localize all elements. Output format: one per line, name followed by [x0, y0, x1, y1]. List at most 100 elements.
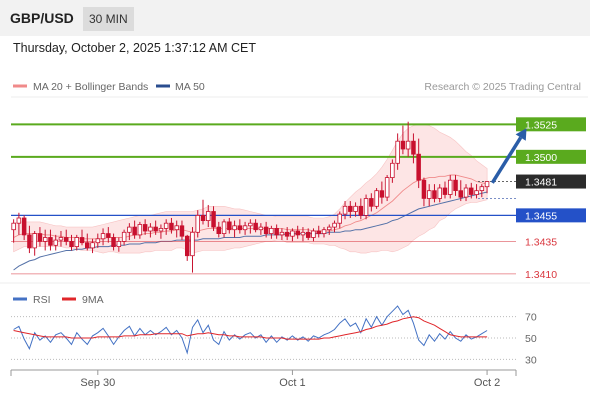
rsi-ma-legend-swatch: [62, 297, 76, 301]
candle-body: [11, 222, 16, 231]
candle-body: [316, 230, 321, 234]
candle-body: [337, 213, 342, 224]
rsi-legend-label: RSI: [33, 294, 51, 306]
candle-body: [16, 217, 22, 224]
projection-arrow-head: [515, 128, 527, 141]
candle-body: [463, 187, 469, 198]
candle-body: [169, 222, 174, 231]
candle-body: [79, 237, 85, 244]
candle-body: [411, 140, 416, 155]
candle-body: [74, 237, 80, 248]
candle-body: [69, 240, 74, 247]
candle-body: [379, 190, 385, 198]
candle-body: [237, 225, 243, 231]
level-1-3525-tag: [516, 117, 586, 132]
candle-body: [111, 237, 116, 248]
candle-body: [127, 226, 132, 233]
rsi-tick-50: 50: [525, 333, 537, 345]
time-axis: Sep 30 Oct 1 Oct 2: [10, 369, 517, 389]
candle-body: [32, 233, 37, 249]
candle-body: [442, 187, 448, 195]
timeframe-button[interactable]: 30 MIN: [83, 7, 134, 31]
candle-body: [190, 231, 195, 257]
candle-body: [384, 177, 390, 198]
candle-body: [421, 179, 427, 199]
ma20-legend-label: MA 20 + Bollinger Bands: [33, 81, 148, 93]
candle-body: [300, 231, 306, 236]
level-1-3481-label: 1.3481: [525, 177, 557, 189]
candle-body: [426, 190, 432, 199]
ma50-legend-swatch: [156, 84, 170, 88]
candle-body: [358, 205, 364, 216]
ma20-legend-swatch: [13, 84, 27, 88]
ma50-legend-label: MA 50: [175, 81, 205, 93]
candle-body: [269, 227, 274, 234]
candle-body: [142, 224, 148, 232]
candle-body: [342, 205, 348, 215]
candle-body: [321, 229, 327, 234]
header-bar: GBP/USD 30 MIN: [0, 0, 590, 36]
candle-body: [458, 190, 463, 198]
candle-body: [37, 233, 43, 242]
candle-body: [305, 231, 311, 238]
x-tick-label: Oct 2: [474, 377, 500, 389]
level-1-3525-label: 1.3525: [525, 119, 557, 131]
candle-body: [106, 233, 111, 238]
candle-body: [95, 238, 101, 244]
level-1-3410-label: 1.3410: [525, 269, 557, 281]
candle-body: [390, 162, 395, 179]
level-1-3435-label: 1.3435: [525, 236, 557, 248]
credit-text: Research © 2025 Trading Central: [424, 81, 581, 93]
candle-body: [279, 231, 285, 236]
rsi-tick-70: 70: [525, 312, 537, 324]
candle-body: [400, 140, 406, 150]
candle-body: [153, 226, 158, 232]
candle-body: [163, 222, 169, 229]
candle-body: [395, 140, 400, 164]
rsi-tick-30: 30: [525, 354, 537, 366]
rsi-ma-legend-label: 9MA: [82, 294, 104, 306]
candle-body: [248, 222, 253, 227]
candle-body: [348, 205, 353, 212]
candle-body: [100, 233, 106, 240]
candle-body: [195, 214, 200, 233]
candle-body: [363, 198, 369, 216]
candle-body: [253, 222, 258, 231]
candle-body: [447, 179, 453, 195]
candle-body: [48, 237, 53, 246]
candle-body: [158, 227, 164, 232]
candle-body: [85, 242, 90, 249]
candle-body: [221, 221, 227, 234]
candle-body: [353, 205, 358, 212]
rsi-legend: RSI 9MA: [13, 294, 104, 306]
candle-body: [64, 237, 69, 242]
candle-body: [116, 240, 122, 247]
legend: MA 20 + Bollinger Bands MA 50 Research ©…: [13, 81, 581, 93]
candle-body: [405, 140, 411, 150]
candle-body: [290, 230, 295, 237]
candle-body: [468, 187, 474, 195]
candle-body: [484, 181, 490, 188]
candle-body: [211, 211, 216, 228]
candle-body: [132, 226, 137, 236]
timestamp: Thursday, October 2, 2025 1:37:12 AM CET: [13, 41, 256, 55]
candle-body: [27, 234, 32, 249]
candle-body: [474, 190, 479, 195]
price-panel: 1.3525 1.3500 1.3481 1.3455 1.3435 1.3410: [11, 117, 586, 281]
candle-body: [205, 211, 211, 222]
candle-body: [53, 239, 59, 246]
level-1-3455-tag: [516, 208, 586, 223]
bollinger-band: [13, 124, 488, 254]
candle-body: [121, 231, 127, 242]
level-1-3455-label: 1.3455: [525, 210, 557, 222]
candle-body: [232, 225, 237, 231]
candle-body: [90, 242, 95, 249]
candle-body: [216, 226, 221, 235]
instrument-pair: GBP/USD: [10, 10, 74, 26]
candle-body: [416, 153, 421, 181]
candle-body: [258, 226, 264, 231]
candle-body: [311, 230, 316, 238]
rsi-panel: 70 50 30: [11, 305, 537, 366]
rsi-legend-swatch: [13, 297, 27, 301]
